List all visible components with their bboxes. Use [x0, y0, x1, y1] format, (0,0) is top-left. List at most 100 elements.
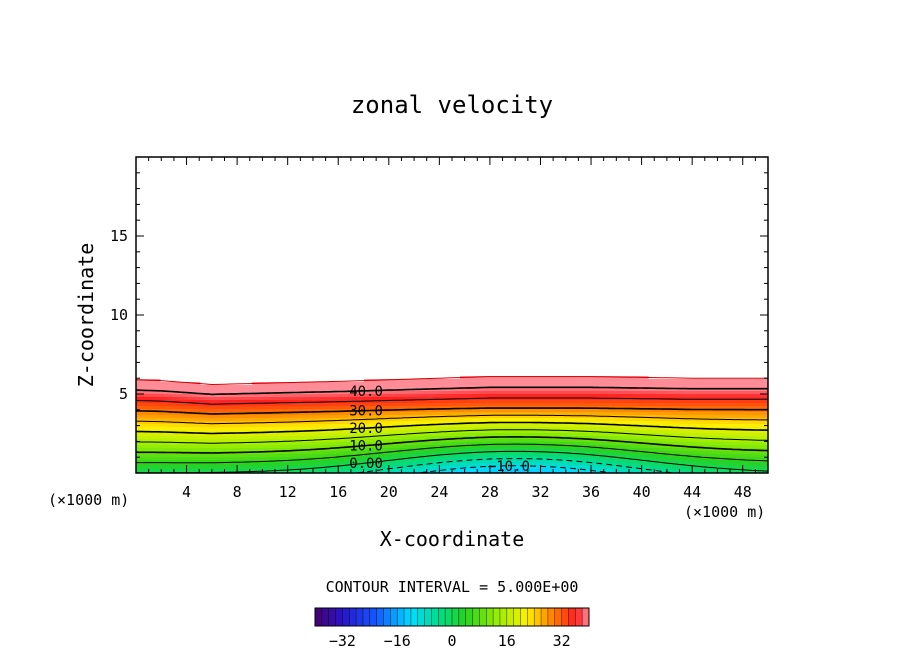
field-cell: [756, 385, 761, 389]
field-cell: [352, 397, 357, 401]
field-cell: [696, 385, 701, 389]
field-cell: [484, 376, 489, 380]
field-cell: [504, 427, 509, 431]
field-cell: [368, 427, 373, 431]
field-cell: [632, 439, 637, 443]
field-cell: [660, 391, 665, 395]
field-cell: [436, 436, 441, 440]
field-cell: [232, 454, 237, 458]
field-cell: [444, 379, 449, 383]
field-cell: [440, 439, 445, 443]
field-cell: [256, 439, 261, 443]
field-cell: [420, 403, 425, 407]
field-cell: [752, 400, 757, 404]
field-cell: [192, 466, 197, 470]
field-cell: [540, 418, 545, 422]
field-cell: [720, 451, 725, 455]
field-cell: [396, 397, 401, 401]
field-cell: [676, 436, 681, 440]
field-cell: [272, 394, 277, 398]
field-cell: [196, 460, 201, 464]
field-cell: [336, 439, 341, 443]
field-cell: [480, 391, 485, 395]
field-cell: [136, 397, 141, 401]
field-cell: [164, 457, 169, 461]
field-cell: [752, 430, 757, 434]
field-cell: [596, 427, 601, 431]
field-cell: [520, 460, 525, 464]
field-cell: [204, 391, 209, 395]
field-cell: [180, 463, 185, 467]
field-cell: [528, 469, 533, 473]
field-cell: [312, 415, 317, 419]
field-cell: [216, 436, 221, 440]
field-cell: [220, 466, 225, 470]
field-cell: [600, 469, 605, 473]
field-cell: [560, 376, 565, 380]
field-cell: [236, 442, 241, 446]
field-cell: [712, 415, 717, 419]
field-cell: [672, 412, 677, 416]
field-cell: [708, 406, 713, 410]
field-cell: [428, 466, 433, 470]
field-cell: [528, 391, 533, 395]
field-cell: [172, 466, 177, 470]
field-cell: [156, 445, 161, 449]
field-cell: [264, 427, 269, 431]
field-cell: [684, 421, 689, 425]
field-cell: [408, 385, 413, 389]
field-cell: [312, 406, 317, 410]
field-cell: [272, 427, 277, 431]
field-cell: [268, 445, 273, 449]
field-cell: [664, 400, 669, 404]
field-cell: [480, 451, 485, 455]
field-cell: [372, 397, 377, 401]
field-cell: [616, 436, 621, 440]
field-cell: [496, 448, 501, 452]
field-cell: [244, 406, 249, 410]
field-cell: [216, 448, 221, 452]
field-cell: [688, 412, 693, 416]
field-cell: [416, 415, 421, 419]
field-cell: [316, 403, 321, 407]
field-cell: [244, 439, 249, 443]
field-cell: [388, 454, 393, 458]
field-cell: [160, 436, 165, 440]
field-cell: [756, 427, 761, 431]
field-cell: [688, 394, 693, 398]
field-cell: [180, 448, 185, 452]
field-cell: [416, 397, 421, 401]
field-cell: [492, 469, 497, 473]
field-cell: [480, 400, 485, 404]
field-cell: [364, 466, 369, 470]
field-cell: [296, 433, 301, 437]
field-cell: [256, 385, 261, 389]
field-cell: [340, 442, 345, 446]
field-cell: [372, 469, 377, 473]
field-cell: [316, 424, 321, 428]
field-cell: [528, 412, 533, 416]
field-cell: [712, 448, 717, 452]
field-cell: [208, 427, 213, 431]
field-cell: [272, 424, 277, 428]
field-cell: [244, 418, 249, 422]
field-cell: [292, 454, 297, 458]
field-cell: [224, 442, 229, 446]
field-cell: [700, 448, 705, 452]
field-cell: [384, 397, 389, 401]
field-cell: [212, 466, 217, 470]
field-cell: [292, 427, 297, 431]
field-cell: [208, 448, 213, 452]
field-cell: [180, 436, 185, 440]
field-cell: [644, 409, 649, 413]
field-cell: [276, 463, 281, 467]
field-cell: [176, 445, 181, 449]
field-cell: [564, 442, 569, 446]
field-cell: [528, 427, 533, 431]
field-cell: [536, 424, 541, 428]
field-cell: [560, 463, 565, 467]
field-cell: [724, 388, 729, 392]
field-cell: [648, 421, 653, 425]
field-cell: [632, 430, 637, 434]
